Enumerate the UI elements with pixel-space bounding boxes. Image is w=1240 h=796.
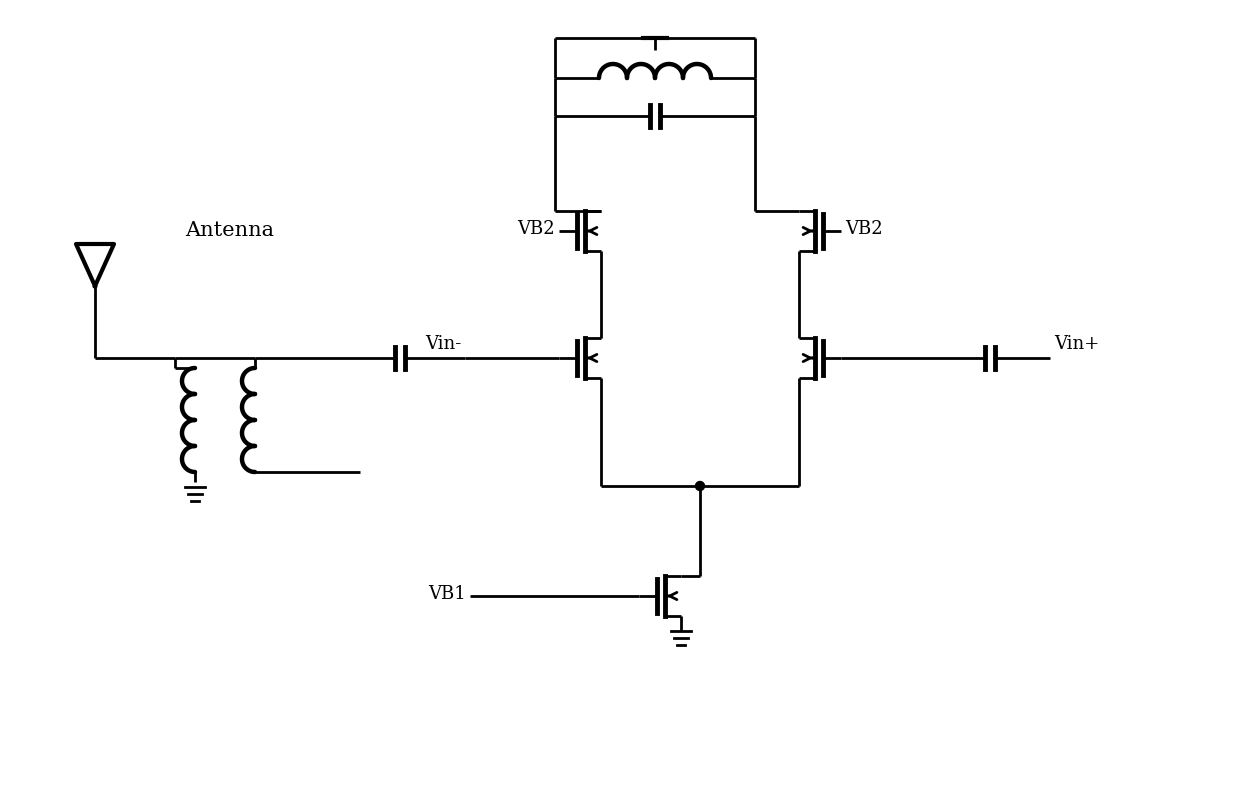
Text: Vin-: Vin- <box>425 335 461 353</box>
Text: VB2: VB2 <box>517 220 556 238</box>
Text: Antenna: Antenna <box>185 221 274 240</box>
Text: Vin+: Vin+ <box>1054 335 1099 353</box>
Text: VB1: VB1 <box>428 585 466 603</box>
Text: VB2: VB2 <box>844 220 883 238</box>
Circle shape <box>696 482 704 490</box>
